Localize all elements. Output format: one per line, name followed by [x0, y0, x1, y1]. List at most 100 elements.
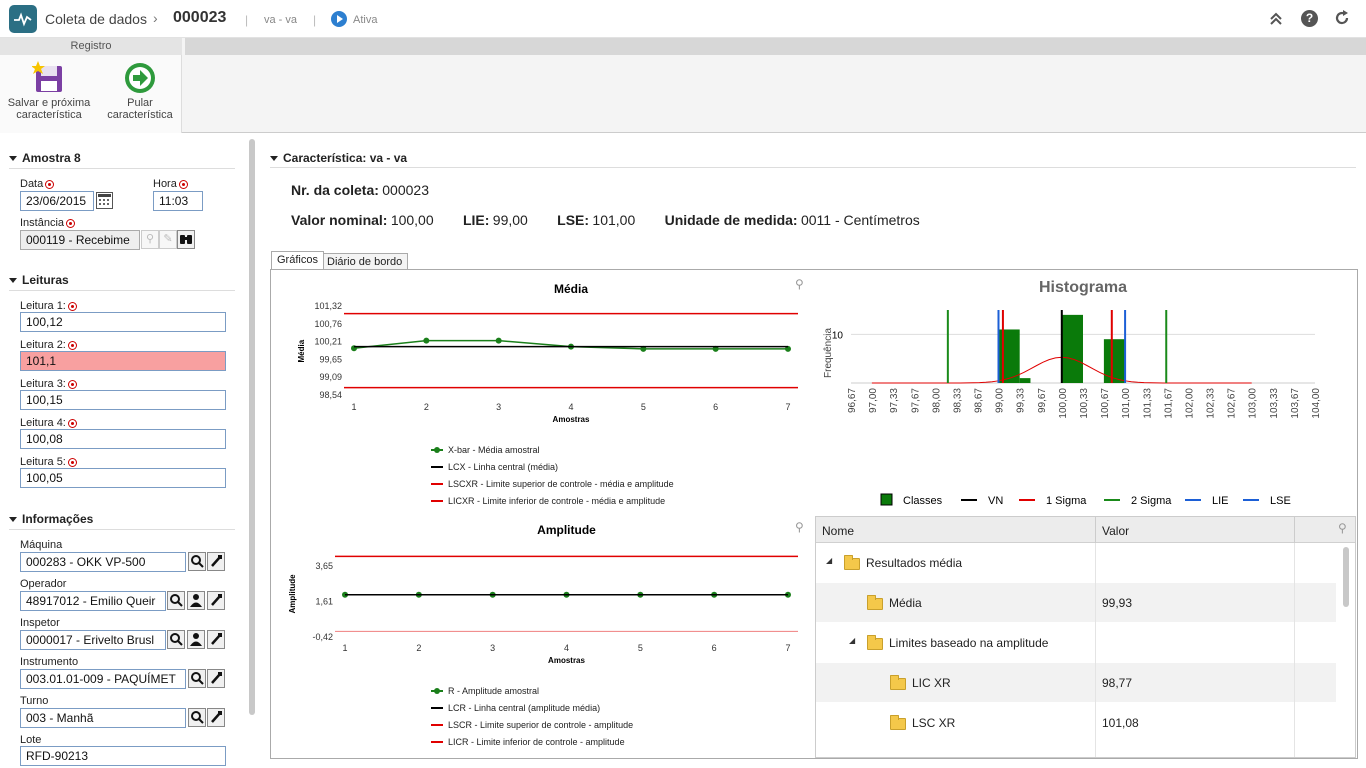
reading-field[interactable]: 101,1: [20, 351, 226, 371]
expand-caret-icon[interactable]: ◢: [849, 636, 856, 645]
x-tick-label: 98,00: [931, 388, 942, 413]
col-name-header[interactable]: Nome: [822, 524, 855, 538]
lot-field[interactable]: RFD-90213: [20, 746, 226, 766]
legend-label: LICXR - Limite inferior de controle - mé…: [448, 496, 665, 506]
skip-button[interactable]: Pular característica: [100, 60, 180, 121]
search-icon[interactable]: ⚲: [141, 230, 159, 249]
shift-label: Turno: [20, 695, 49, 707]
reading-label: Leitura 3:: [20, 378, 77, 390]
zoom-icon[interactable]: ⚲: [795, 277, 804, 291]
shift-field[interactable]: 003 - Manhã: [20, 708, 186, 728]
characteristic-title[interactable]: Característica: va - va: [270, 151, 407, 165]
grid-row[interactable]: Média 99,93: [816, 583, 1336, 623]
x-tick-label: 1: [342, 643, 347, 653]
y-tick-label: 10: [832, 330, 844, 341]
clear-icon[interactable]: ✎: [159, 230, 177, 249]
reading-field[interactable]: 100,05: [20, 468, 226, 488]
x-tick-label: 2: [416, 643, 421, 653]
left-scrollbar[interactable]: [249, 139, 255, 715]
instrument-field[interactable]: 003.01.01-009 - PAQUÍMET: [20, 669, 186, 689]
reading-field[interactable]: 100,15: [20, 390, 226, 410]
clear-brush-icon[interactable]: [207, 552, 225, 571]
search-icon[interactable]: ⚲: [1338, 521, 1347, 535]
section-readings[interactable]: Leituras: [9, 273, 69, 287]
help-icon[interactable]: ?: [1301, 10, 1318, 27]
x-tick-label: 100,33: [1079, 388, 1090, 419]
histogram-bar: [1019, 378, 1031, 383]
grid-row[interactable]: LIC XR 98,77: [816, 663, 1336, 703]
col-value-header[interactable]: Valor: [1102, 524, 1130, 538]
inspector-field[interactable]: 0000017 - Erivelto Brusl: [20, 630, 166, 650]
x-tick-label: 7: [785, 402, 790, 412]
breadcrumb-app[interactable]: Coleta de dados: [45, 11, 147, 27]
date-field[interactable]: 23/06/2015: [20, 191, 94, 211]
user-icon[interactable]: [187, 591, 205, 610]
search-icon[interactable]: [167, 591, 185, 610]
instance-field[interactable]: 000119 - Recebime: [20, 230, 140, 250]
ribbon-group-registro: Registro Salvar e próxima característica…: [0, 38, 182, 133]
spec-row: Valor nominal: 100,00 LIE: 99,00 LSE: 10…: [291, 212, 920, 228]
clear-brush-icon[interactable]: [207, 630, 225, 649]
tab-diario-de-bordo[interactable]: Diário de bordo: [321, 253, 409, 271]
collapse-up-icon[interactable]: [1268, 10, 1284, 26]
reading-field[interactable]: 100,08: [20, 429, 226, 449]
instance-label: Instância: [20, 217, 76, 229]
legend-marker: [434, 688, 440, 694]
section-info[interactable]: Informações: [9, 512, 93, 526]
search-icon[interactable]: [188, 669, 206, 688]
machine-field[interactable]: 000283 - OKK VP-500: [20, 552, 186, 572]
divider: |: [245, 13, 249, 27]
clear-brush-icon[interactable]: [207, 708, 225, 727]
play-status-icon: [331, 11, 347, 27]
data-point: [495, 337, 502, 344]
x-tick-label: 98,33: [952, 388, 963, 413]
clear-brush-icon[interactable]: [207, 669, 225, 688]
y-tick-label: 99,65: [319, 354, 342, 364]
y-axis-label: Frequência: [823, 328, 834, 378]
grid-scrollbar[interactable]: [1343, 547, 1349, 607]
legend-label: LICR - Limite inferior de controle - amp…: [448, 737, 625, 747]
operator-field[interactable]: 48917012 - Emilio Queir: [20, 591, 166, 611]
reading-label: Leitura 5:: [20, 456, 77, 468]
time-field[interactable]: 11:03: [153, 191, 203, 211]
calendar-icon[interactable]: [96, 192, 113, 209]
search-icon[interactable]: [188, 552, 206, 571]
histogram-bar: [998, 329, 1020, 383]
divider: [9, 529, 235, 530]
clear-brush-icon[interactable]: [207, 591, 225, 610]
zoom-icon[interactable]: ⚲: [795, 520, 804, 534]
legend-label: X-bar - Média amostral: [448, 445, 540, 455]
divider: [9, 168, 235, 169]
required-icon: [67, 340, 77, 350]
x-tick-label: 100,00: [1058, 388, 1069, 419]
operator-label: Operador: [20, 578, 67, 590]
ribbon-empty-header: [185, 38, 1366, 55]
tab-graficos[interactable]: Gráficos: [271, 251, 324, 269]
grid-row[interactable]: ◢ Limites baseado na amplitude: [816, 623, 1336, 663]
section-sample[interactable]: Amostra 8: [9, 151, 81, 165]
binoculars-icon[interactable]: [177, 230, 195, 249]
grid-row[interactable]: LSC XR 101,08: [816, 703, 1336, 743]
results-grid: Nome Valor ⚲ ◢ Resultados média Média 99…: [815, 516, 1356, 758]
x-axis-label: Amostras: [553, 415, 590, 424]
legend-label: VN: [988, 495, 1003, 507]
x-tick-label: 7: [785, 643, 790, 653]
save-next-button[interactable]: Salvar e próxima característica: [4, 60, 94, 121]
refresh-icon[interactable]: [1333, 9, 1351, 27]
app-header: Coleta de dados › 000023 | va - va | Ati…: [0, 0, 1366, 38]
required-icon: [66, 218, 76, 228]
expand-caret-icon[interactable]: ◢: [826, 556, 833, 565]
y-axis-label: Amplitude: [288, 574, 297, 614]
unit-label: Unidade de medida:: [664, 212, 798, 228]
reading-field[interactable]: 100,12: [20, 312, 226, 332]
search-icon[interactable]: [188, 708, 206, 727]
inspector-label: Inspetor: [20, 617, 60, 629]
user-icon[interactable]: [187, 630, 205, 649]
skip-label: Pular característica: [107, 97, 173, 121]
search-icon[interactable]: [167, 630, 185, 649]
grid-cell-name: LSC XR: [912, 716, 956, 730]
lie-label: LIE:: [462, 212, 490, 228]
grid-row[interactable]: ◢ Resultados média: [816, 543, 1336, 583]
app-logo-icon: [9, 5, 37, 33]
